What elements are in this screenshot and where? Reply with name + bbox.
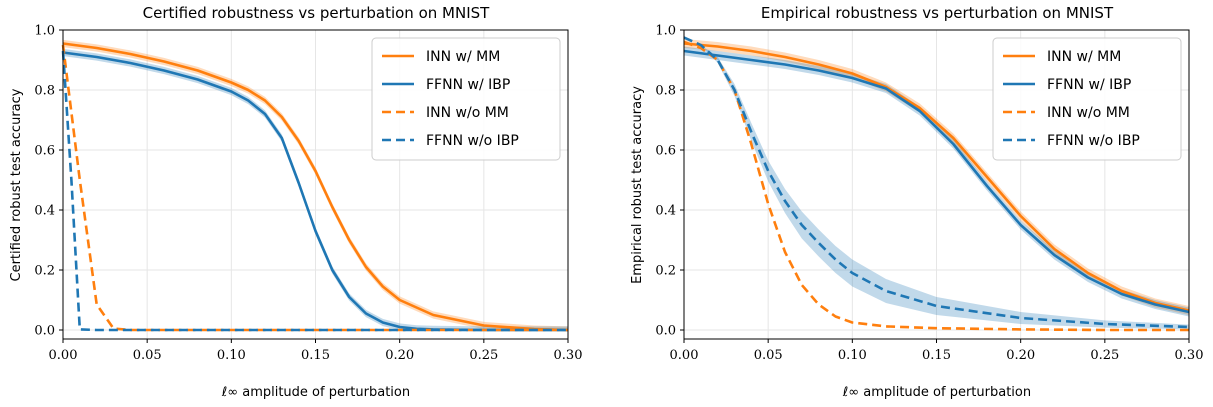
x-tick-label: 0.20 <box>1006 348 1035 363</box>
legend: INN w/ MM FFNN w/ IBP INN w/o MM FFNN w/o I… <box>992 37 1182 161</box>
y-tick-label: 0.0 <box>34 324 55 339</box>
series-line-0 <box>62 42 569 332</box>
chart-title: Empirical robustness vs perturbation on … <box>761 4 1114 22</box>
x-tick-label: 0.20 <box>385 348 414 363</box>
y-tick-label: 0.6 <box>655 144 676 159</box>
x-tick-label: 0.00 <box>49 348 78 363</box>
x-axis-label: ℓ∞ amplitude of perturbation <box>842 385 1031 400</box>
x-tick-label: 0.25 <box>469 348 498 363</box>
x-tick-label: 0.25 <box>1090 348 1119 363</box>
y-tick-label: 0.2 <box>655 264 676 279</box>
x-tick-label: 0.05 <box>754 348 783 363</box>
x-tick-label: 0.30 <box>1175 348 1204 363</box>
x-tick-label: 0.10 <box>217 348 246 363</box>
y-tick-label: 0.2 <box>34 264 55 279</box>
legend-label: INN w/o MM <box>1047 105 1130 121</box>
y-tick-label: 0.0 <box>655 324 676 339</box>
series-line-3 <box>683 36 1190 329</box>
y-tick-label: 0.8 <box>655 84 676 99</box>
x-tick-label: 0.15 <box>301 348 330 363</box>
x-tick-label: 0.05 <box>133 348 162 363</box>
series-line-2 <box>683 40 1189 332</box>
legend-label: FFNN w/o IBP <box>426 133 519 149</box>
legend-box <box>992 37 1182 161</box>
x-tick-label: 0.10 <box>838 348 867 363</box>
series-line-2 <box>61 44 568 332</box>
y-axis-label: Empirical robust test accuracy <box>630 86 645 284</box>
legend-label: INN w/ MM <box>1047 49 1121 65</box>
x-axis-label: ℓ∞ amplitude of perturbation <box>221 385 410 400</box>
y-tick-label: 0.4 <box>34 204 55 219</box>
legend-label: FFNN w/o IBP <box>1047 133 1140 149</box>
chart-title: Certified robustness vs perturbation on … <box>143 4 490 22</box>
legend: INN w/ MM FFNN w/ IBP INN w/o MM FFNN w/o I… <box>371 37 561 161</box>
series-line-1 <box>62 51 568 332</box>
series-line-1 <box>683 49 1190 314</box>
legend-label: FFNN w/ IBP <box>1047 77 1131 93</box>
series-line-0 <box>683 42 1190 312</box>
legend-label: FFNN w/ IBP <box>426 77 510 93</box>
series-line-3 <box>61 50 568 332</box>
legend-label: INN w/ MM <box>426 49 500 65</box>
legend-label: INN w/o MM <box>426 105 509 121</box>
x-tick-label: 0.30 <box>554 348 583 363</box>
y-tick-label: 0.6 <box>34 144 55 159</box>
x-tick-label: 0.15 <box>922 348 951 363</box>
y-tick-label: 0.8 <box>34 84 55 99</box>
legend-box <box>371 37 561 161</box>
y-tick-label: 1.0 <box>34 24 55 39</box>
empirical-robustness-panel: Empirical robustness vs perturbation on … <box>630 4 1203 400</box>
y-tick-label: 1.0 <box>655 24 676 39</box>
y-tick-label: 0.4 <box>655 204 676 219</box>
y-axis-label: Certified robust test accuracy <box>9 88 24 281</box>
certified-robustness-panel: Certified robustness vs perturbation on … <box>9 4 582 400</box>
x-tick-label: 0.00 <box>670 348 699 363</box>
